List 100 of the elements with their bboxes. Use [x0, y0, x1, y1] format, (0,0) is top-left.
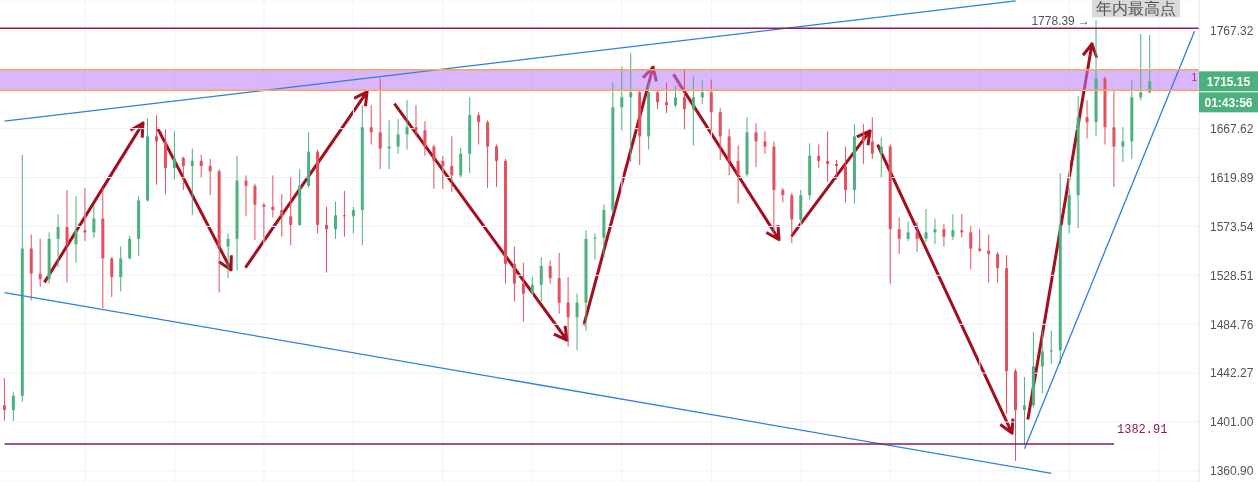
band-label: 1 — [1191, 71, 1198, 83]
candlestick — [1121, 126, 1125, 163]
candlestick — [1022, 376, 1026, 446]
candlestick — [835, 159, 839, 181]
candlestick — [289, 176, 293, 246]
candlestick — [1139, 33, 1143, 101]
candlestick — [682, 68, 686, 130]
candlestick — [1112, 89, 1116, 188]
candlestick — [119, 245, 123, 292]
candlestick — [924, 208, 928, 243]
candlestick — [754, 122, 758, 168]
candlestick — [56, 213, 60, 268]
candlestick — [414, 104, 418, 137]
y-tick-label: 1619.89 — [1210, 170, 1254, 185]
candlestick — [951, 213, 955, 241]
candlestick — [861, 123, 865, 165]
candlestick — [987, 234, 991, 284]
candlestick — [351, 206, 355, 234]
y-tick-label: 1667.62 — [1210, 121, 1254, 136]
candlestick — [450, 135, 454, 193]
candlestick — [271, 174, 275, 218]
candlestick — [441, 155, 445, 190]
candlestick — [969, 225, 973, 270]
candlestick — [74, 195, 78, 264]
text: 01:43:56 — [1204, 95, 1253, 110]
candlestick — [495, 144, 499, 188]
candlestick — [897, 216, 901, 255]
candlestick — [280, 193, 284, 238]
candlestick — [826, 130, 830, 183]
candlestick — [906, 221, 910, 242]
candlestick — [879, 136, 883, 178]
candlestick — [155, 114, 159, 186]
y-tick-label: 1360.90 — [1210, 464, 1254, 479]
y-tick-label: 1484.76 — [1210, 317, 1254, 332]
candlestick — [736, 145, 740, 205]
candlestick — [459, 147, 463, 178]
y-tick-label: 1573.54 — [1210, 219, 1254, 234]
candlestick — [548, 260, 552, 285]
candlestick — [477, 111, 481, 145]
candlestick — [709, 79, 713, 131]
candlestick — [378, 78, 382, 170]
candlestick — [665, 81, 669, 114]
candlestick — [369, 104, 373, 145]
candlestick — [566, 276, 570, 348]
candlestick — [620, 66, 624, 131]
candlestick — [172, 130, 176, 181]
candlestick — [942, 223, 946, 247]
candlestick — [253, 183, 257, 241]
candlestick — [110, 256, 114, 298]
candlestick — [11, 391, 15, 422]
candlestick — [691, 76, 695, 147]
candlestick — [396, 118, 400, 155]
candlestick — [199, 154, 203, 178]
candlestick — [817, 144, 821, 169]
candlestick — [325, 206, 329, 274]
candlestick — [575, 293, 579, 351]
candlestick — [83, 187, 87, 242]
candlestick — [208, 158, 212, 196]
candlestick — [226, 232, 230, 279]
candlestick — [960, 213, 964, 239]
candlestick — [405, 99, 409, 151]
candlestick — [996, 251, 1000, 284]
candlestick — [262, 202, 266, 239]
ref-line-label: 1382.91 — [1117, 422, 1168, 437]
y-tick-label: 1442.27 — [1210, 366, 1254, 381]
candlestick — [673, 84, 677, 108]
candlestick — [65, 189, 69, 284]
candlestick — [1040, 330, 1044, 394]
candlestick — [656, 89, 660, 110]
candlestick — [1148, 34, 1152, 94]
candlestick — [781, 187, 785, 204]
candlestick — [512, 245, 516, 302]
candlestick — [1085, 99, 1089, 139]
candlestick — [915, 221, 919, 253]
candlestick — [539, 256, 543, 302]
candlestick — [190, 148, 194, 216]
candlestick — [432, 144, 436, 190]
y-tick-label: 1401.00 — [1210, 415, 1254, 430]
candlestick — [128, 235, 132, 260]
candlestick — [92, 205, 96, 239]
candlestick — [521, 262, 525, 323]
candlestick — [2, 377, 6, 422]
candlestick — [181, 156, 185, 191]
candlestick — [700, 79, 704, 105]
candlestick — [333, 201, 337, 240]
candlestick — [933, 217, 937, 245]
candlestick — [843, 146, 847, 204]
annotation: 1778.39 → — [1031, 14, 1091, 29]
y-tick-label: 1528.51 — [1210, 268, 1254, 283]
candlestick — [1049, 330, 1053, 365]
candlestick — [593, 232, 597, 260]
candlestick — [342, 190, 346, 238]
y-tick-label: 1767.32 — [1210, 24, 1254, 39]
candlestick — [763, 130, 767, 155]
candlestick — [244, 174, 248, 217]
candlestick — [870, 116, 874, 160]
candlestick — [629, 52, 633, 163]
text: 1715.15 — [1206, 74, 1251, 89]
candlestick — [423, 120, 427, 157]
candlestick — [387, 119, 391, 170]
